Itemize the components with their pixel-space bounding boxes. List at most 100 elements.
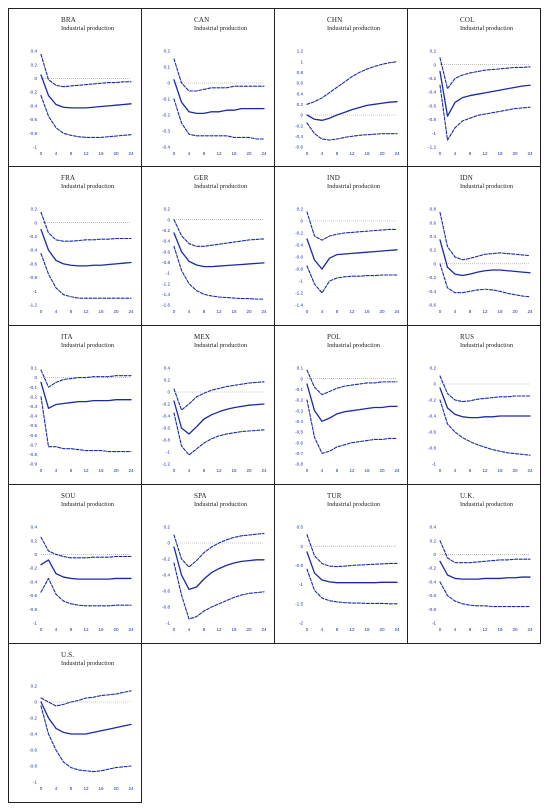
- x-tick-label: 0: [439, 468, 442, 473]
- y-tick-label: -0.8: [162, 438, 170, 443]
- y-tick-label: -0.6: [428, 593, 436, 598]
- x-tick-label: 8: [336, 151, 339, 156]
- y-tick-label: -0.1: [29, 385, 37, 390]
- y-tick-label: -0.4: [428, 90, 436, 95]
- x-tick-label: 4: [321, 151, 324, 156]
- y-tick-label: -0.6: [29, 261, 37, 266]
- y-tick-label: 0: [167, 390, 170, 395]
- y-tick-label: -0.4: [295, 243, 303, 248]
- y-tick-label: -0.5: [295, 430, 303, 435]
- y-tick-label: 0.4: [31, 525, 38, 530]
- y-tick-label: -0.4: [162, 239, 170, 244]
- y-tick-label: 0.8: [430, 207, 437, 212]
- y-tick-label: 0.4: [31, 49, 38, 54]
- irf-panel-idn: IDN Industrial production 0.8 0.6 0.4 0.2 0 -0.…: [407, 166, 541, 326]
- x-tick-label: 16: [98, 151, 104, 156]
- x-tick-label: 4: [321, 468, 324, 473]
- x-tick-label: 24: [128, 151, 134, 156]
- x-tick-label: 16: [497, 627, 503, 632]
- panel-subtitle: Industrial production: [194, 25, 247, 32]
- x-tick-label: 0: [173, 468, 176, 473]
- x-tick-label: 0: [173, 151, 176, 156]
- x-tick-label: 0: [40, 786, 43, 791]
- y-tick-label: -0.6: [428, 303, 436, 308]
- series-median: [306, 551, 398, 584]
- series-lower: [306, 122, 398, 141]
- x-tick-label: 0: [40, 151, 43, 156]
- y-tick-label: 0.2: [31, 684, 38, 689]
- y-tick-label: -0.4: [29, 103, 37, 108]
- panel-plot: 0.20-0.2-0.4-0.6-0.8-1-1.2-1.40 4 8 12 16 20 2…: [295, 207, 400, 314]
- x-tick-label: 8: [203, 468, 206, 473]
- y-tick-label: 0.6: [297, 81, 304, 86]
- x-tick-label: 4: [55, 786, 58, 791]
- y-tick-label: -0.6: [29, 593, 37, 598]
- y-tick-label: -0.2: [162, 113, 170, 118]
- x-tick-label: 24: [394, 151, 400, 156]
- x-tick-label: 4: [55, 627, 58, 632]
- y-tick-label: -1: [33, 780, 38, 785]
- x-tick-label: 12: [349, 309, 355, 314]
- series-upper: [40, 369, 132, 388]
- panel-title: FRA: [61, 174, 76, 182]
- panel-subtitle: Industrial production: [327, 183, 380, 190]
- y-tick-label: 0: [167, 217, 170, 222]
- y-tick-label: -0.8: [295, 267, 303, 272]
- y-tick-label: 0.2: [430, 49, 437, 54]
- series-median: [173, 400, 265, 435]
- series-upper: [439, 375, 531, 403]
- x-tick-label: 12: [349, 627, 355, 632]
- y-tick-label: 0: [300, 113, 303, 118]
- x-tick-label: 4: [454, 468, 457, 473]
- y-tick-label: -0.4: [29, 732, 37, 737]
- y-tick-label: -1.6: [162, 303, 170, 308]
- series-upper: [40, 690, 132, 707]
- y-tick-label: -0.6: [29, 117, 37, 122]
- y-tick-label: -1: [432, 462, 437, 467]
- x-tick-label: 12: [482, 151, 488, 156]
- series-lower: [40, 705, 132, 773]
- series-lower: [173, 412, 265, 456]
- y-tick-label: -0.3: [29, 404, 37, 409]
- panel-title: U.K.: [460, 492, 475, 500]
- y-tick-label: 0.2: [430, 248, 437, 253]
- y-tick-label: -0.4: [162, 414, 170, 419]
- y-tick-label: -0.2: [428, 566, 436, 571]
- x-tick-label: 24: [261, 309, 267, 314]
- x-tick-label: 16: [98, 786, 104, 791]
- panel-title: SPA: [194, 492, 207, 500]
- x-tick-label: 8: [203, 309, 206, 314]
- y-tick-label: 0: [433, 261, 436, 266]
- x-tick-label: 8: [469, 309, 472, 314]
- x-tick-label: 20: [113, 786, 119, 791]
- y-tick-label: -1: [432, 131, 437, 136]
- irf-panel-bra: BRA Industrial production 0.4 0.2 0 -0.2 -0.4 -…: [8, 8, 142, 167]
- y-tick-label: 0.4: [430, 234, 437, 239]
- x-tick-label: 12: [216, 468, 222, 473]
- panel-title: MEX: [194, 333, 211, 341]
- y-tick-label: 0.1: [31, 366, 38, 371]
- panel-subtitle: Industrial production: [61, 25, 114, 32]
- x-tick-label: 0: [439, 627, 442, 632]
- y-tick-label: -1.2: [295, 291, 303, 296]
- irf-panel-ind: IND Industrial production 0.2 0 -0.2 -0.4 -0.6…: [274, 166, 408, 326]
- y-tick-label: 0.2: [31, 207, 38, 212]
- y-tick-label: -1: [166, 271, 171, 276]
- x-tick-label: 20: [246, 468, 252, 473]
- panel-subtitle: Industrial production: [61, 501, 114, 508]
- series-upper: [306, 61, 398, 105]
- series-upper: [173, 58, 265, 92]
- x-tick-label: 16: [98, 309, 104, 314]
- series-upper: [439, 57, 531, 90]
- x-tick-label: 4: [188, 468, 191, 473]
- x-tick-label: 12: [482, 309, 488, 314]
- y-tick-label: 0: [34, 76, 37, 81]
- x-tick-label: 20: [512, 468, 518, 473]
- x-tick-label: 20: [512, 151, 518, 156]
- panel-plot: 0.50-0.5-1-1.5-20 4 8 12 16 20 24: [295, 525, 400, 632]
- y-tick-label: -0.2: [29, 90, 37, 95]
- series-upper: [40, 536, 132, 559]
- panel-title: TUR: [327, 492, 342, 500]
- x-tick-label: 0: [173, 309, 176, 314]
- x-tick-label: 8: [203, 627, 206, 632]
